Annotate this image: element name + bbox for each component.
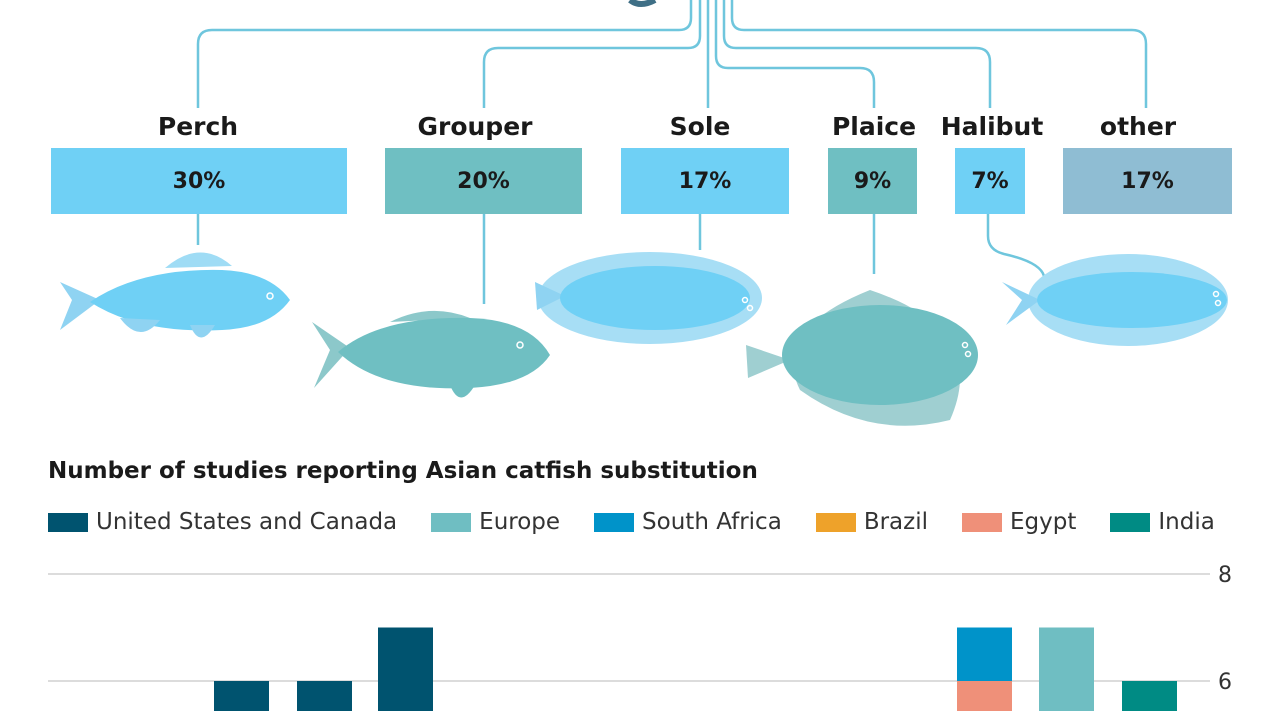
legend-swatch [431,512,472,532]
share-value: 17% [678,168,732,194]
share-box-other: 17% [1063,148,1232,214]
chart-legend: United States and Canada Europe South Af… [48,506,1249,538]
legend-label: Egypt [1010,509,1077,535]
share-box-halibut: 7% [955,148,1025,214]
legend-item-us-canada: United States and Canada [48,509,397,535]
bar-4 [1039,627,1094,711]
share-box-plaice: 9% [828,148,917,214]
share-box-sole: 17% [621,148,789,214]
species-label-other: other [1099,112,1177,141]
legend-item-brazil: Brazil [815,509,928,535]
chart-title: Number of studies reporting Asian catfis… [48,458,758,484]
y-tick-label-8: 8 [1218,563,1232,588]
legend-label: India [1158,509,1215,535]
share-value: 30% [172,168,226,194]
share-box-grouper: 20% [385,148,582,214]
sole-fish-icon [535,252,762,344]
legend-label: Europe [479,509,561,535]
legend-item-europe: Europe [431,509,560,535]
share-value: 9% [853,168,892,194]
bar-2 [378,627,433,711]
legend-label: South Africa [642,509,782,535]
legend-swatch [48,512,88,532]
species-label-perch: Perch [157,112,239,141]
species-label-halibut: Halibut [940,112,1044,141]
legend-label: Brazil [863,509,928,535]
bar-3-seg-1 [957,627,1012,681]
plaice-fish-icon [746,290,978,426]
perch-fish-icon [60,252,290,338]
share-value: 20% [457,168,510,194]
species-label-grouper: Grouper [417,112,533,141]
legend-swatch [594,512,635,532]
share-value: 17% [1121,168,1174,194]
legend-item-south-africa: South Africa [594,509,782,535]
legend-label: United States and Canada [96,509,398,535]
bar-5 [1122,681,1177,711]
legend-item-egypt: Egypt [962,509,1076,535]
halibut-fish-icon [1002,254,1228,346]
legend-item-india: India [1110,509,1215,535]
fish-illustrations [60,252,1228,426]
bar-1 [297,681,352,711]
bar-0 [214,681,269,711]
bar-chart: 68 [48,563,1232,711]
y-tick-label-6: 6 [1218,670,1232,695]
legend-swatch [962,512,1002,532]
share-value: 7% [971,168,1009,194]
grouper-fish-icon [312,310,550,398]
legend-swatch [815,512,856,532]
bar-3-seg-0 [957,681,1012,711]
legend-swatch [1110,512,1151,532]
share-box-perch: 30% [51,148,347,214]
species-label-plaice: Plaice [831,112,917,141]
species-label-sole: Sole [669,112,731,141]
